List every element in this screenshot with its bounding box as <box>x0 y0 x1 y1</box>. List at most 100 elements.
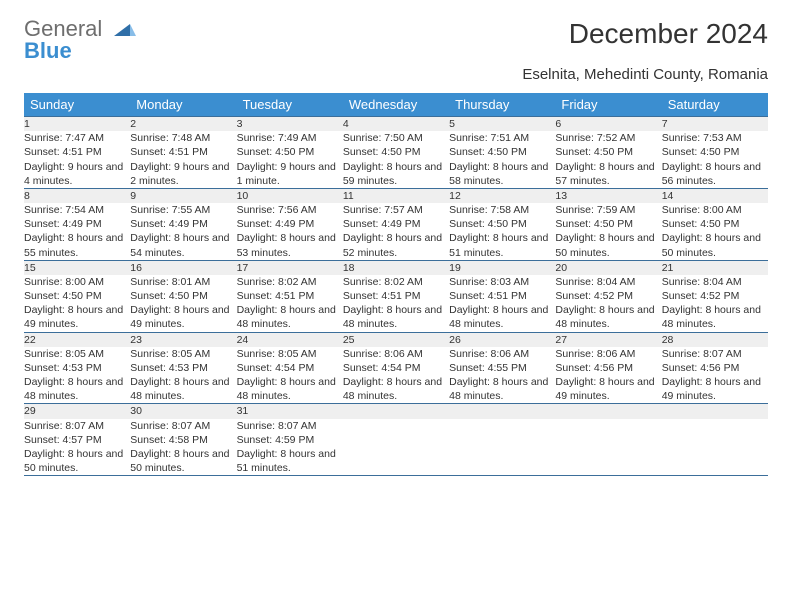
sunrise-line: Sunrise: 8:07 AM <box>24 419 130 433</box>
daylight-line: Daylight: 8 hours and 53 minutes. <box>237 231 343 259</box>
sunrise-line: Sunrise: 8:05 AM <box>24 347 130 361</box>
sunset-line: Sunset: 4:49 PM <box>343 217 449 231</box>
daylight-line: Daylight: 8 hours and 48 minutes. <box>237 375 343 403</box>
sunrise-line: Sunrise: 7:56 AM <box>237 203 343 217</box>
day-number-cell: 13 <box>555 188 661 203</box>
detail-row: Sunrise: 8:07 AMSunset: 4:57 PMDaylight:… <box>24 419 768 476</box>
sunset-line: Sunset: 4:51 PM <box>130 145 236 159</box>
day-detail-cell: Sunrise: 8:06 AMSunset: 4:54 PMDaylight:… <box>343 347 449 404</box>
daylight-line: Daylight: 8 hours and 50 minutes. <box>130 447 236 475</box>
day-number-cell: 6 <box>555 117 661 132</box>
daylight-line: Daylight: 8 hours and 49 minutes. <box>130 303 236 331</box>
daylight-line: Daylight: 8 hours and 48 minutes. <box>555 303 661 331</box>
day-number-cell: 24 <box>237 332 343 347</box>
day-detail-cell: Sunrise: 8:06 AMSunset: 4:56 PMDaylight:… <box>555 347 661 404</box>
day-detail-cell <box>449 419 555 476</box>
sunrise-line: Sunrise: 8:06 AM <box>343 347 449 361</box>
sunrise-line: Sunrise: 8:02 AM <box>237 275 343 289</box>
sunrise-line: Sunrise: 7:59 AM <box>555 203 661 217</box>
sunset-line: Sunset: 4:51 PM <box>449 289 555 303</box>
sunset-line: Sunset: 4:50 PM <box>237 145 343 159</box>
day-number-cell: 14 <box>662 188 768 203</box>
daylight-line: Daylight: 8 hours and 49 minutes. <box>555 375 661 403</box>
daylight-line: Daylight: 8 hours and 48 minutes. <box>343 303 449 331</box>
day-detail-cell: Sunrise: 8:04 AMSunset: 4:52 PMDaylight:… <box>555 275 661 332</box>
day-detail-cell: Sunrise: 7:49 AMSunset: 4:50 PMDaylight:… <box>237 131 343 188</box>
day-detail-cell: Sunrise: 7:53 AMSunset: 4:50 PMDaylight:… <box>662 131 768 188</box>
day-number-cell: 1 <box>24 117 130 132</box>
day-number-cell: 4 <box>343 117 449 132</box>
daylight-line: Daylight: 8 hours and 48 minutes. <box>343 375 449 403</box>
daylight-line: Daylight: 9 hours and 1 minute. <box>237 160 343 188</box>
sunrise-line: Sunrise: 7:53 AM <box>662 131 768 145</box>
weekday-header: Monday <box>130 93 236 117</box>
calendar-table: SundayMondayTuesdayWednesdayThursdayFrid… <box>24 93 768 476</box>
sunrise-line: Sunrise: 7:54 AM <box>24 203 130 217</box>
sunrise-line: Sunrise: 8:06 AM <box>449 347 555 361</box>
day-detail-cell: Sunrise: 8:03 AMSunset: 4:51 PMDaylight:… <box>449 275 555 332</box>
sunset-line: Sunset: 4:50 PM <box>662 217 768 231</box>
brand-triangle-icon <box>114 18 136 40</box>
detail-row: Sunrise: 7:54 AMSunset: 4:49 PMDaylight:… <box>24 203 768 260</box>
sunset-line: Sunset: 4:54 PM <box>343 361 449 375</box>
day-detail-cell: Sunrise: 7:59 AMSunset: 4:50 PMDaylight:… <box>555 203 661 260</box>
day-detail-cell: Sunrise: 7:55 AMSunset: 4:49 PMDaylight:… <box>130 203 236 260</box>
daylight-line: Daylight: 8 hours and 55 minutes. <box>24 231 130 259</box>
day-number-cell: 20 <box>555 260 661 275</box>
sunrise-line: Sunrise: 8:05 AM <box>130 347 236 361</box>
day-detail-cell: Sunrise: 8:07 AMSunset: 4:59 PMDaylight:… <box>237 419 343 476</box>
day-detail-cell: Sunrise: 8:05 AMSunset: 4:53 PMDaylight:… <box>24 347 130 404</box>
day-number-cell: 10 <box>237 188 343 203</box>
location-subtitle: Eselnita, Mehedinti County, Romania <box>24 66 768 83</box>
daynum-row: 891011121314 <box>24 188 768 203</box>
day-number-cell: 26 <box>449 332 555 347</box>
day-detail-cell: Sunrise: 7:52 AMSunset: 4:50 PMDaylight:… <box>555 131 661 188</box>
daylight-line: Daylight: 8 hours and 48 minutes. <box>449 303 555 331</box>
detail-row: Sunrise: 8:05 AMSunset: 4:53 PMDaylight:… <box>24 347 768 404</box>
daynum-row: 15161718192021 <box>24 260 768 275</box>
day-detail-cell <box>555 419 661 476</box>
day-number-cell: 18 <box>343 260 449 275</box>
sunrise-line: Sunrise: 8:03 AM <box>449 275 555 289</box>
sunrise-line: Sunrise: 7:55 AM <box>130 203 236 217</box>
sunset-line: Sunset: 4:49 PM <box>130 217 236 231</box>
day-number-cell: 11 <box>343 188 449 203</box>
day-detail-cell: Sunrise: 7:50 AMSunset: 4:50 PMDaylight:… <box>343 131 449 188</box>
day-detail-cell: Sunrise: 8:02 AMSunset: 4:51 PMDaylight:… <box>237 275 343 332</box>
daynum-row: 1234567 <box>24 117 768 132</box>
sunset-line: Sunset: 4:50 PM <box>449 217 555 231</box>
weekday-header: Tuesday <box>237 93 343 117</box>
sunset-line: Sunset: 4:50 PM <box>343 145 449 159</box>
weekday-header-row: SundayMondayTuesdayWednesdayThursdayFrid… <box>24 93 768 117</box>
day-number-cell: 16 <box>130 260 236 275</box>
day-number-cell: 30 <box>130 404 236 419</box>
brand-logo: General Blue <box>24 18 136 62</box>
sunset-line: Sunset: 4:50 PM <box>24 289 130 303</box>
day-detail-cell: Sunrise: 8:05 AMSunset: 4:53 PMDaylight:… <box>130 347 236 404</box>
day-detail-cell <box>343 419 449 476</box>
sunrise-line: Sunrise: 8:04 AM <box>662 275 768 289</box>
day-detail-cell: Sunrise: 7:58 AMSunset: 4:50 PMDaylight:… <box>449 203 555 260</box>
sunrise-line: Sunrise: 8:04 AM <box>555 275 661 289</box>
daylight-line: Daylight: 8 hours and 48 minutes. <box>662 303 768 331</box>
sunrise-line: Sunrise: 8:07 AM <box>130 419 236 433</box>
day-detail-cell: Sunrise: 8:07 AMSunset: 4:56 PMDaylight:… <box>662 347 768 404</box>
day-detail-cell: Sunrise: 8:01 AMSunset: 4:50 PMDaylight:… <box>130 275 236 332</box>
day-detail-cell: Sunrise: 8:07 AMSunset: 4:58 PMDaylight:… <box>130 419 236 476</box>
sunset-line: Sunset: 4:49 PM <box>237 217 343 231</box>
sunset-line: Sunset: 4:49 PM <box>24 217 130 231</box>
day-detail-cell: Sunrise: 8:07 AMSunset: 4:57 PMDaylight:… <box>24 419 130 476</box>
day-detail-cell: Sunrise: 8:00 AMSunset: 4:50 PMDaylight:… <box>662 203 768 260</box>
daylight-line: Daylight: 8 hours and 48 minutes. <box>130 375 236 403</box>
day-number-cell: 29 <box>24 404 130 419</box>
day-number-cell <box>662 404 768 419</box>
day-number-cell: 17 <box>237 260 343 275</box>
day-detail-cell: Sunrise: 7:51 AMSunset: 4:50 PMDaylight:… <box>449 131 555 188</box>
day-detail-cell: Sunrise: 8:05 AMSunset: 4:54 PMDaylight:… <box>237 347 343 404</box>
daynum-row: 293031 <box>24 404 768 419</box>
day-number-cell: 9 <box>130 188 236 203</box>
day-detail-cell: Sunrise: 7:57 AMSunset: 4:49 PMDaylight:… <box>343 203 449 260</box>
sunset-line: Sunset: 4:50 PM <box>130 289 236 303</box>
sunrise-line: Sunrise: 7:51 AM <box>449 131 555 145</box>
sunrise-line: Sunrise: 8:02 AM <box>343 275 449 289</box>
